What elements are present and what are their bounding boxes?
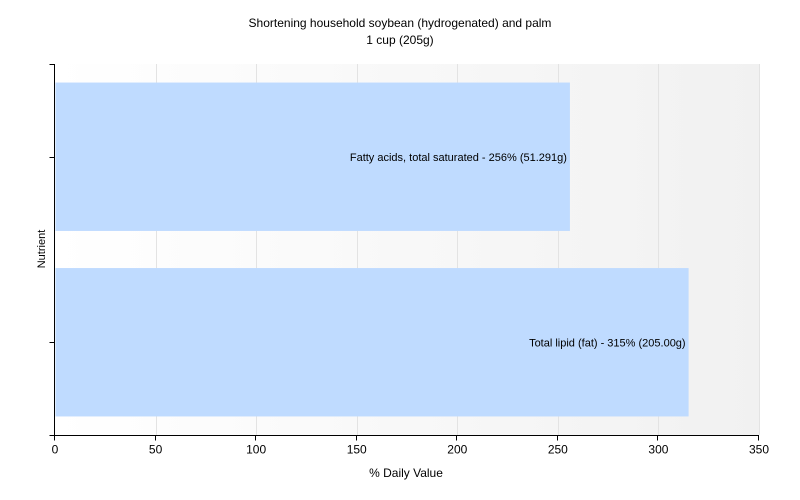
- x-tick-label: 200: [447, 443, 467, 457]
- x-tick-label: 350: [749, 443, 769, 457]
- chart-title: Shortening household soybean (hydrogenat…: [249, 16, 552, 30]
- axes: 0 50 100 150 200 250 300 350: [49, 64, 769, 457]
- bar-data-label: Total lipid (fat) - 315% (205.00g): [529, 337, 686, 349]
- bar: [55, 268, 689, 417]
- bars: Fatty acids, total saturated - 256% (51.…: [55, 82, 689, 417]
- x-tick-label: 250: [548, 443, 568, 457]
- x-tick-label: 300: [648, 443, 668, 457]
- x-tick-label: 100: [246, 443, 266, 457]
- x-tick-label: 150: [347, 443, 367, 457]
- bar-data-label: Fatty acids, total saturated - 256% (51.…: [350, 152, 567, 164]
- bar: [55, 82, 570, 231]
- x-axis-label: % Daily Value: [369, 466, 443, 480]
- chart-subtitle: 1 cup (205g): [366, 33, 433, 47]
- x-tick-label: 0: [52, 443, 59, 457]
- y-axis-label: Nutrient: [36, 230, 48, 269]
- x-tick-label: 50: [149, 443, 163, 457]
